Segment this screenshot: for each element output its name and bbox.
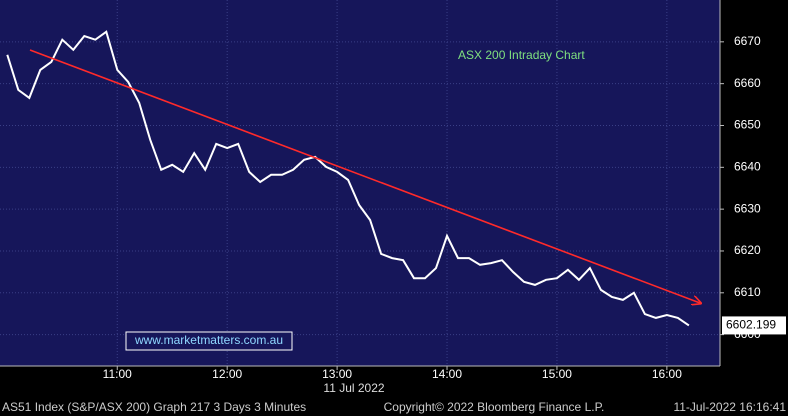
y-tick-label: 6670 bbox=[734, 34, 761, 48]
plot-area bbox=[0, 0, 720, 366]
x-tick-label: 16:00 bbox=[652, 367, 682, 381]
x-tick-label: 15:00 bbox=[542, 367, 572, 381]
x-tick-label: 12:00 bbox=[212, 367, 242, 381]
last-price-box bbox=[722, 316, 786, 335]
footer-left: AS51 Index (S&P/ASX 200) Graph 217 3 Day… bbox=[2, 400, 306, 414]
x-date-label: 11 Jul 2022 bbox=[323, 381, 384, 395]
footer-center: Copyright© 2022 Bloomberg Finance L.P. bbox=[384, 400, 605, 414]
trend-line bbox=[29, 49, 700, 303]
x-tick-label: 14:00 bbox=[432, 367, 462, 381]
footer-right: 11-Jul-2022 16:16:41 bbox=[673, 400, 786, 414]
y-tick-label: 6610 bbox=[734, 285, 761, 299]
y-tick-label: 6630 bbox=[734, 201, 761, 215]
watermark-box bbox=[125, 331, 293, 351]
annotation: ASX 200 Intraday Chart bbox=[458, 48, 585, 62]
x-tick-label: 11:00 bbox=[103, 367, 132, 381]
price-line bbox=[6, 30, 690, 327]
y-tick-label: 6620 bbox=[734, 243, 761, 257]
y-tick-label: 6650 bbox=[734, 118, 761, 132]
last-price-label: 6602.199 bbox=[726, 318, 776, 332]
watermark: www.marketmatters.com.au bbox=[134, 333, 283, 347]
y-tick-label: 6640 bbox=[734, 159, 761, 173]
x-tick-label: 13:00 bbox=[322, 367, 352, 381]
y-tick-label: 6660 bbox=[734, 76, 761, 90]
